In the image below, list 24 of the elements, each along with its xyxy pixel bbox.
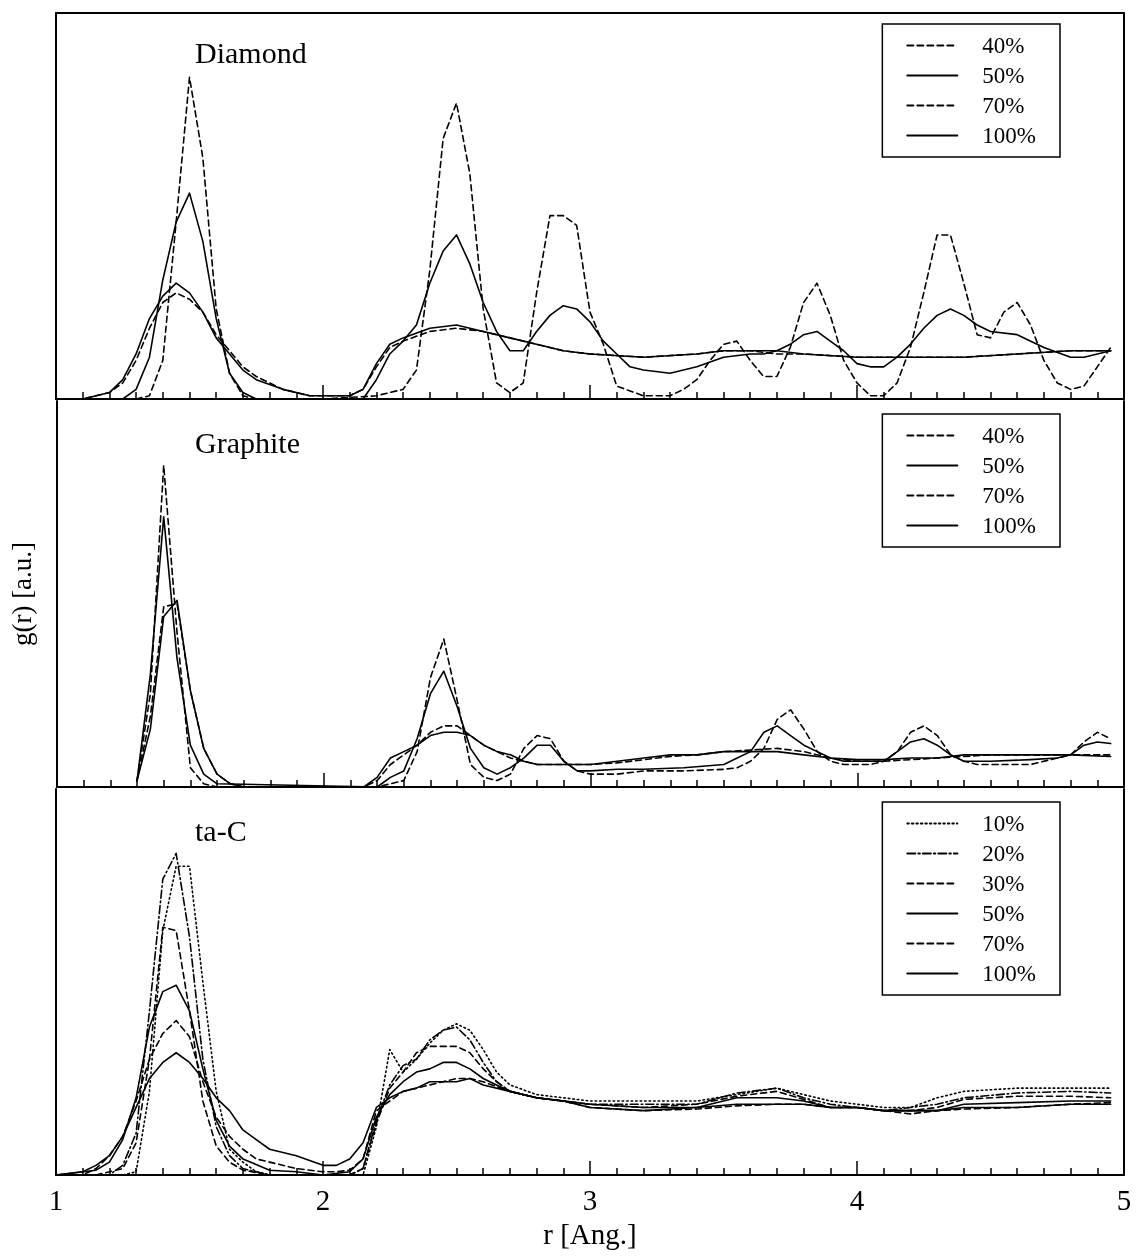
x-axis-title: r [Ang.] — [543, 1217, 637, 1250]
legend-label: 100% — [982, 513, 1037, 538]
legend-label: 100% — [982, 123, 1037, 148]
legend-label: 100% — [982, 961, 1037, 986]
x-tick-label: 4 — [849, 1183, 865, 1216]
x-tick-label: 3 — [582, 1183, 598, 1216]
legend-label: 30% — [982, 871, 1025, 896]
legend-label: 20% — [982, 841, 1025, 866]
chart-title: ta-C — [195, 813, 247, 847]
legend-label: 70% — [982, 93, 1025, 118]
chart-title: Graphite — [195, 425, 300, 459]
legend-label: 50% — [982, 453, 1025, 478]
x-tick-label: 5 — [1116, 1183, 1132, 1216]
legend-label: 50% — [982, 63, 1025, 88]
x-tick-label: 2 — [315, 1183, 331, 1216]
y-axis-title: g(r) [a.u.] — [6, 541, 37, 647]
legend-label: 70% — [982, 931, 1025, 956]
x-tick-label: 1 — [48, 1183, 64, 1216]
chart-title: Diamond — [195, 35, 307, 69]
legend-label: 40% — [982, 33, 1025, 58]
legend-label: 10% — [982, 811, 1025, 836]
legend-label: 70% — [982, 483, 1025, 508]
legend-label: 50% — [982, 901, 1025, 926]
legend-label: 40% — [982, 423, 1025, 448]
